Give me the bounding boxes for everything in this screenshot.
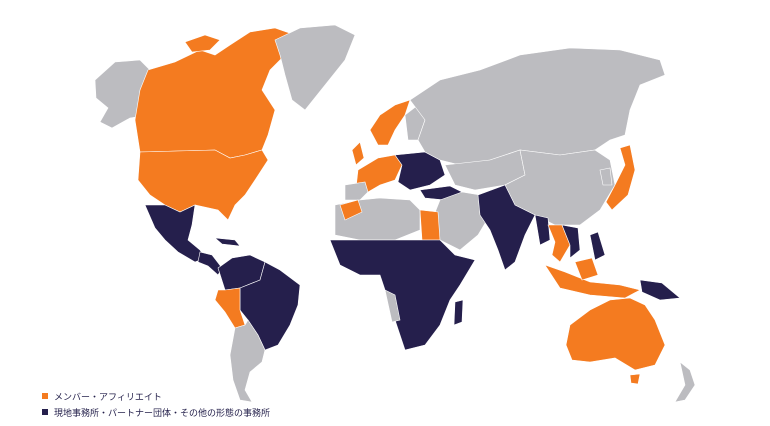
region-morocco (339, 199, 363, 221)
region-myanmar (534, 214, 551, 246)
region-vietnam (561, 224, 581, 259)
region-iberia (344, 181, 369, 201)
region-borneo (574, 257, 599, 281)
legend-item-member: メンバー・アフィリエイト (42, 388, 270, 404)
legend-label: メンバー・アフィリエイト (54, 392, 162, 403)
legend-item-office: 現地事務所・パートナー団体・その他の形態の事務所 (42, 404, 270, 420)
legend-swatch-navy (42, 409, 48, 415)
region-indonesia (544, 264, 641, 299)
region-greenland (274, 24, 356, 111)
region-southern-cone (229, 319, 266, 403)
legend-swatch-orange (42, 393, 48, 399)
region-australia (565, 297, 666, 371)
region-madagascar (453, 299, 464, 326)
region-southern-africa-gray (384, 289, 401, 323)
region-philippines (589, 231, 606, 261)
region-canada (134, 27, 296, 159)
region-korea (599, 167, 613, 186)
region-usa (137, 149, 269, 221)
region-russia (409, 47, 666, 166)
region-new-zealand (674, 361, 696, 403)
map-legend: メンバー・アフィリエイト 現地事務所・パートナー団体・その他の形態の事務所 (42, 388, 270, 420)
legend-label: 現地事務所・パートナー団体・その他の形態の事務所 (54, 408, 271, 419)
region-canada-islands (184, 34, 221, 53)
region-south-asia (477, 184, 536, 271)
region-mexico (144, 204, 206, 263)
region-central-america (197, 251, 223, 276)
region-egypt (419, 209, 441, 241)
region-tasmania (629, 373, 641, 385)
region-uk (351, 141, 365, 166)
region-japan (605, 144, 636, 211)
region-sub-saharan-africa (329, 239, 476, 351)
region-caribbean (214, 237, 241, 247)
region-scandinavia (369, 99, 411, 146)
region-papua (639, 279, 681, 301)
